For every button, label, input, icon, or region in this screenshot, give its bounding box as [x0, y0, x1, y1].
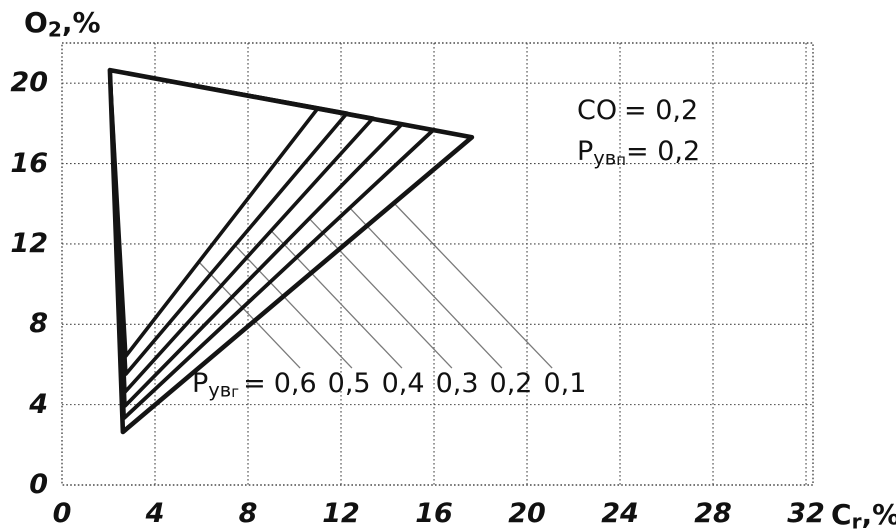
x-tick-label-8: 8: [238, 498, 258, 529]
y-axis-title-sub: 2: [47, 17, 62, 42]
leader-line-ryvg-0,2: [349, 207, 503, 369]
x-tick-label-12: 12: [322, 498, 360, 529]
y-tick-label-8: 8: [29, 308, 48, 339]
ryvp-subsub: п: [616, 151, 626, 170]
y-tick-label-16: 16: [10, 148, 48, 179]
ryvg-value: 0,4: [381, 368, 425, 399]
curve-family-label: Рувг = 0,6 0,5 0,4 0,3 0,2 0,1: [192, 368, 597, 401]
ryvg-value: 0,3: [435, 368, 479, 399]
ryvg-equals: =: [243, 368, 266, 399]
y-axis-title-base: O: [24, 6, 48, 39]
y-axis-title: O2,%: [24, 6, 101, 41]
x-tick-label-28: 28: [694, 498, 732, 529]
ryvg-sub: ув: [208, 378, 232, 402]
annotation-co-name: CO: [577, 95, 618, 126]
curve-ryvg-0,3: [108, 68, 404, 408]
y-axis-title-rest: ,%: [61, 6, 101, 39]
annotation-ryvp: Рувп = 0,2: [577, 131, 700, 181]
leader-line-ryvg-0,4: [270, 230, 403, 369]
leader-line-ryvg-0,6: [198, 261, 301, 369]
plot-frame: [61, 42, 814, 486]
annotation-block: CO = 0,2 Рувп = 0,2: [577, 90, 700, 181]
x-axis-title: Cr,%: [831, 498, 896, 532]
ryvp-base: Р: [577, 136, 594, 167]
ryvp-sub: ув: [593, 146, 617, 170]
ryvg-label-name: Рувг: [192, 368, 239, 401]
annotation-co-value: = 0,2: [624, 95, 699, 126]
leader-line-ryvg-0,3: [308, 217, 453, 369]
y-tick-label-4: 4: [29, 389, 48, 420]
x-tick-label-0: 0: [52, 498, 72, 529]
x-tick-label-20: 20: [508, 498, 546, 529]
annotation-ryvp-name: Рувп: [577, 131, 626, 181]
ryvg-value: 0,1: [543, 368, 587, 399]
ryvg-base: Р: [192, 368, 209, 399]
y-tick-label-0: 0: [29, 469, 48, 500]
x-tick-label-4: 4: [145, 498, 165, 529]
ryvg-value: 0,5: [327, 368, 371, 399]
x-axis-title-rest: ,%: [861, 498, 896, 531]
ryvg-value: 0,2: [489, 368, 533, 399]
x-axis-title-sub: r: [851, 509, 862, 532]
x-tick-label-24: 24: [601, 498, 639, 529]
x-axis-title-base: C: [831, 498, 852, 531]
curve-ryvg-0,1: [107, 67, 475, 435]
annotation-ryvp-value: = 0,2: [625, 136, 701, 167]
ryvg-value: 0,6: [273, 368, 317, 399]
annotation-co: CO = 0,2: [577, 90, 700, 131]
y-tick-label-20: 20: [10, 67, 48, 98]
x-tick-label-32: 32: [787, 498, 825, 529]
leader-line-ryvg-0,5: [234, 244, 353, 369]
x-tick-label-16: 16: [415, 498, 453, 529]
leader-line-ryvg-0,1: [393, 202, 553, 369]
y-tick-label-12: 12: [10, 228, 48, 259]
ryvg-subsub: г: [231, 383, 240, 402]
